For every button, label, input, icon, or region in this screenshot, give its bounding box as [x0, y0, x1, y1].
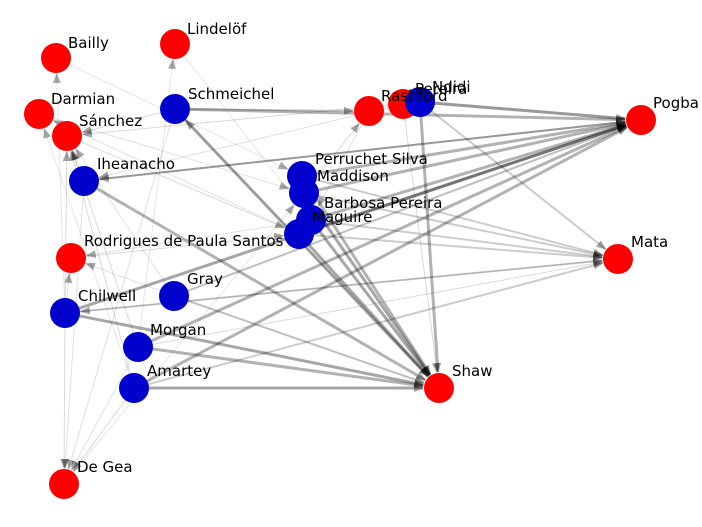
node-degea: [49, 469, 79, 499]
edge-chilwell-mata: [67, 257, 604, 314]
edges-layer: [41, 46, 639, 483]
node-label-rashford: Rashford: [381, 87, 448, 105]
node-maguire: [284, 219, 314, 249]
labels-layer: Bailly Lindelöf Darmian Sánchez Schmeichel Ra…: [51, 20, 699, 476]
edge-maddison-pogba: [306, 121, 627, 194]
node-label-ndidi: Ndidi: [432, 78, 471, 96]
edge-schmeichel-sanchez: [81, 109, 173, 134]
node-amartey: [119, 373, 149, 403]
edge-perruchet-pogba: [304, 120, 627, 177]
node-label-maguire: Maguire: [312, 208, 372, 226]
node-label-barbosa: Barbosa Pereira: [324, 194, 442, 212]
edge-morgan-pogba: [140, 125, 628, 348]
node-label-maddison: Maddison: [317, 167, 389, 185]
edge-rodrigues-maguire: [73, 232, 285, 259]
nodes-layer: [24, 29, 656, 499]
node-rodrigues: [56, 243, 86, 273]
edge-shaw-schmeichel: [185, 119, 438, 387]
node-shaw: [424, 373, 454, 403]
node-chilwell: [50, 298, 80, 328]
node-label-rodrigues: Rodrigues de Paula Santos: [84, 232, 284, 250]
node-label-chilwell: Chilwell: [78, 287, 136, 305]
node-label-mata: Mata: [631, 233, 668, 251]
edge-schmeichel-degea: [67, 111, 175, 470]
node-maddison: [289, 178, 319, 208]
edge-maddison-mata: [306, 192, 604, 258]
edge-chilwell-shaw: [67, 312, 425, 388]
edge-schmeichel-rashford: [177, 106, 355, 115]
edge-ndidi-mata: [421, 103, 607, 250]
edge-pereira-iheanacho: [98, 104, 401, 180]
node-bailly: [41, 43, 71, 73]
node-label-perruchet: Perruchet Silva: [315, 150, 428, 168]
node-iheanacho: [69, 166, 99, 196]
node-darmian: [24, 99, 54, 129]
node-mata: [603, 244, 633, 274]
edge-maddison-shaw: [304, 194, 432, 376]
edge-pereira-shaw: [402, 106, 440, 374]
node-label-pereira: Pereira: [415, 80, 467, 98]
node-gray: [159, 281, 189, 311]
node-rashford: [354, 96, 384, 126]
node-lindelof: [160, 29, 190, 59]
edge-morgan-mata: [140, 259, 604, 347]
edge-barbosa-shaw: [311, 221, 431, 377]
node-ndidi: [405, 87, 435, 117]
edge-barbosa-rodrigues: [85, 219, 309, 259]
node-label-bailly: Bailly: [68, 34, 109, 52]
edge-morgan-degea: [71, 349, 138, 471]
node-label-shaw: Shaw: [452, 362, 493, 380]
edge-maguire-mata: [301, 233, 604, 262]
node-schmeichel: [160, 94, 190, 124]
edge-chilwell-bailly: [52, 72, 66, 311]
node-label-pogba: Pogba: [653, 94, 699, 112]
edge-iheanacho-pogba: [86, 118, 627, 182]
edge-ndidi-shaw: [418, 104, 442, 374]
edge-maguire-pogba: [301, 123, 627, 235]
edge-iheanacho-degea: [61, 183, 85, 470]
edge-amartey-pogba: [135, 126, 628, 388]
edge-pogba-iheanacho: [98, 119, 639, 183]
node-pogba: [626, 105, 656, 135]
node-label-gray: Gray: [187, 270, 223, 288]
edge-ndidi-pogba: [422, 100, 627, 122]
edge-gray-pogba: [176, 124, 627, 296]
edge-maguire-darmian: [52, 120, 297, 234]
edge-perruchet-shaw: [302, 177, 432, 376]
edge-chilwell-degea: [60, 315, 69, 470]
edge-degea-maddison: [65, 204, 295, 483]
edge-morgan-shaw: [140, 345, 425, 389]
edge-gray-rodrigues: [85, 262, 172, 296]
edge-chilwell-pogba: [67, 123, 627, 314]
node-label-sanchez: Sánchez: [79, 112, 142, 130]
edge-maguire-shaw: [299, 235, 430, 378]
node-label-amartey: Amartey: [147, 362, 211, 380]
edge-amartey-darmian: [43, 128, 134, 386]
edge-barbosa-pogba: [313, 123, 627, 221]
node-morgan: [123, 332, 153, 362]
edge-barbosa-mata: [313, 219, 604, 260]
edge-gray-shaw: [176, 296, 425, 384]
edge-lindelof-barbosa: [176, 46, 302, 209]
node-sanchez: [52, 121, 82, 151]
edge-iheanacho-shaw: [85, 181, 427, 382]
node-label-darmian: Darmian: [51, 90, 115, 108]
node-label-morgan: Morgan: [150, 321, 206, 339]
edge-rashford-barbosa: [318, 113, 369, 207]
edge-amartey-degea: [72, 390, 133, 472]
edge-perruchet-mata: [304, 175, 604, 257]
node-label-degea: De Gea: [77, 458, 133, 476]
edge-darmian-maddison: [41, 114, 290, 190]
node-label-schmeichel: Schmeichel: [188, 85, 274, 103]
node-label-lindelof: Lindelöf: [187, 20, 247, 38]
node-label-iheanacho: Iheanacho: [97, 155, 175, 173]
edge-sanchez-maguire: [69, 136, 286, 229]
edge-amartey-mata: [136, 261, 604, 389]
edge-chilwell-sanchez: [62, 150, 71, 311]
